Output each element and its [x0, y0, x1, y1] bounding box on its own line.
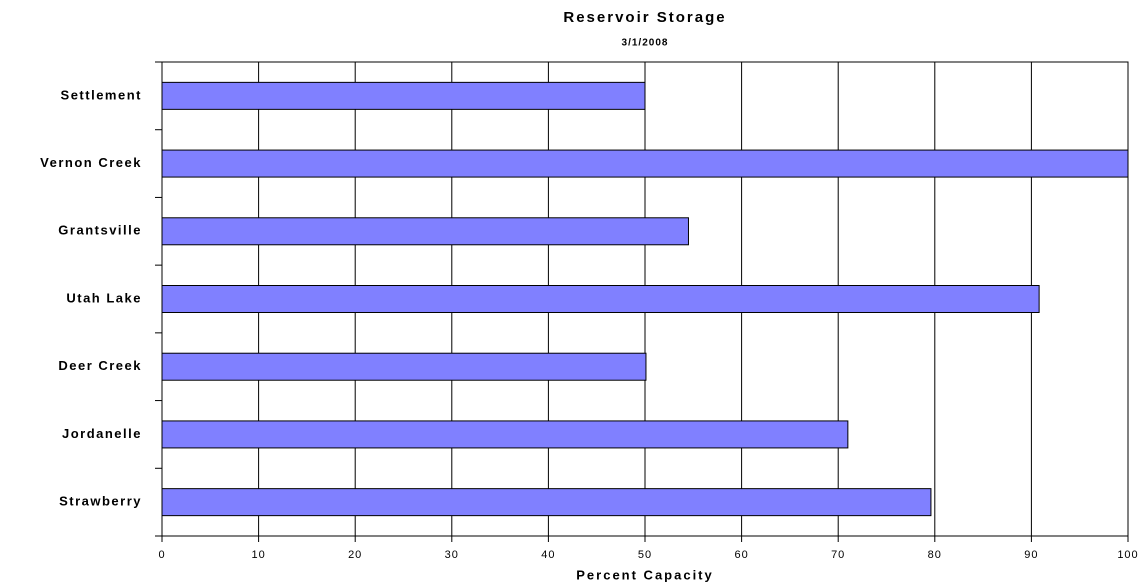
bar: [161, 81, 646, 110]
x-tick-label: 50: [638, 549, 652, 561]
y-tick-label: Strawberry: [59, 494, 142, 509]
x-tick-label: 30: [445, 549, 459, 561]
y-tick-label: Grantsville: [58, 223, 142, 238]
x-axis-title: Percent Capacity: [576, 567, 714, 582]
bar: [161, 352, 647, 381]
bar: [161, 149, 1129, 178]
bar: [161, 217, 689, 246]
chart-subtitle: 3/1/2008: [622, 38, 669, 49]
bar: [161, 285, 1040, 313]
x-tick-label: 60: [734, 549, 748, 561]
x-tick-label: 0: [158, 549, 165, 561]
x-tick-label: 70: [831, 549, 845, 561]
x-tick-label: 80: [928, 549, 942, 561]
chart-title: Reservoir Storage: [563, 9, 726, 26]
x-tick-label: 10: [251, 549, 265, 561]
x-tick-label: 40: [541, 549, 555, 561]
y-tick-label: Utah Lake: [66, 290, 142, 305]
y-tick-label: Vernon Creek: [40, 155, 142, 170]
y-tick-label: Deer Creek: [58, 358, 142, 373]
x-tick-label: 90: [1024, 549, 1038, 561]
x-tick-label: 100: [1117, 549, 1138, 561]
y-tick-label: Settlement: [61, 87, 142, 102]
bar: [161, 488, 932, 517]
bar: [161, 420, 849, 449]
x-tick-label: 20: [348, 549, 362, 561]
y-tick-label: Jordanelle: [62, 426, 142, 441]
